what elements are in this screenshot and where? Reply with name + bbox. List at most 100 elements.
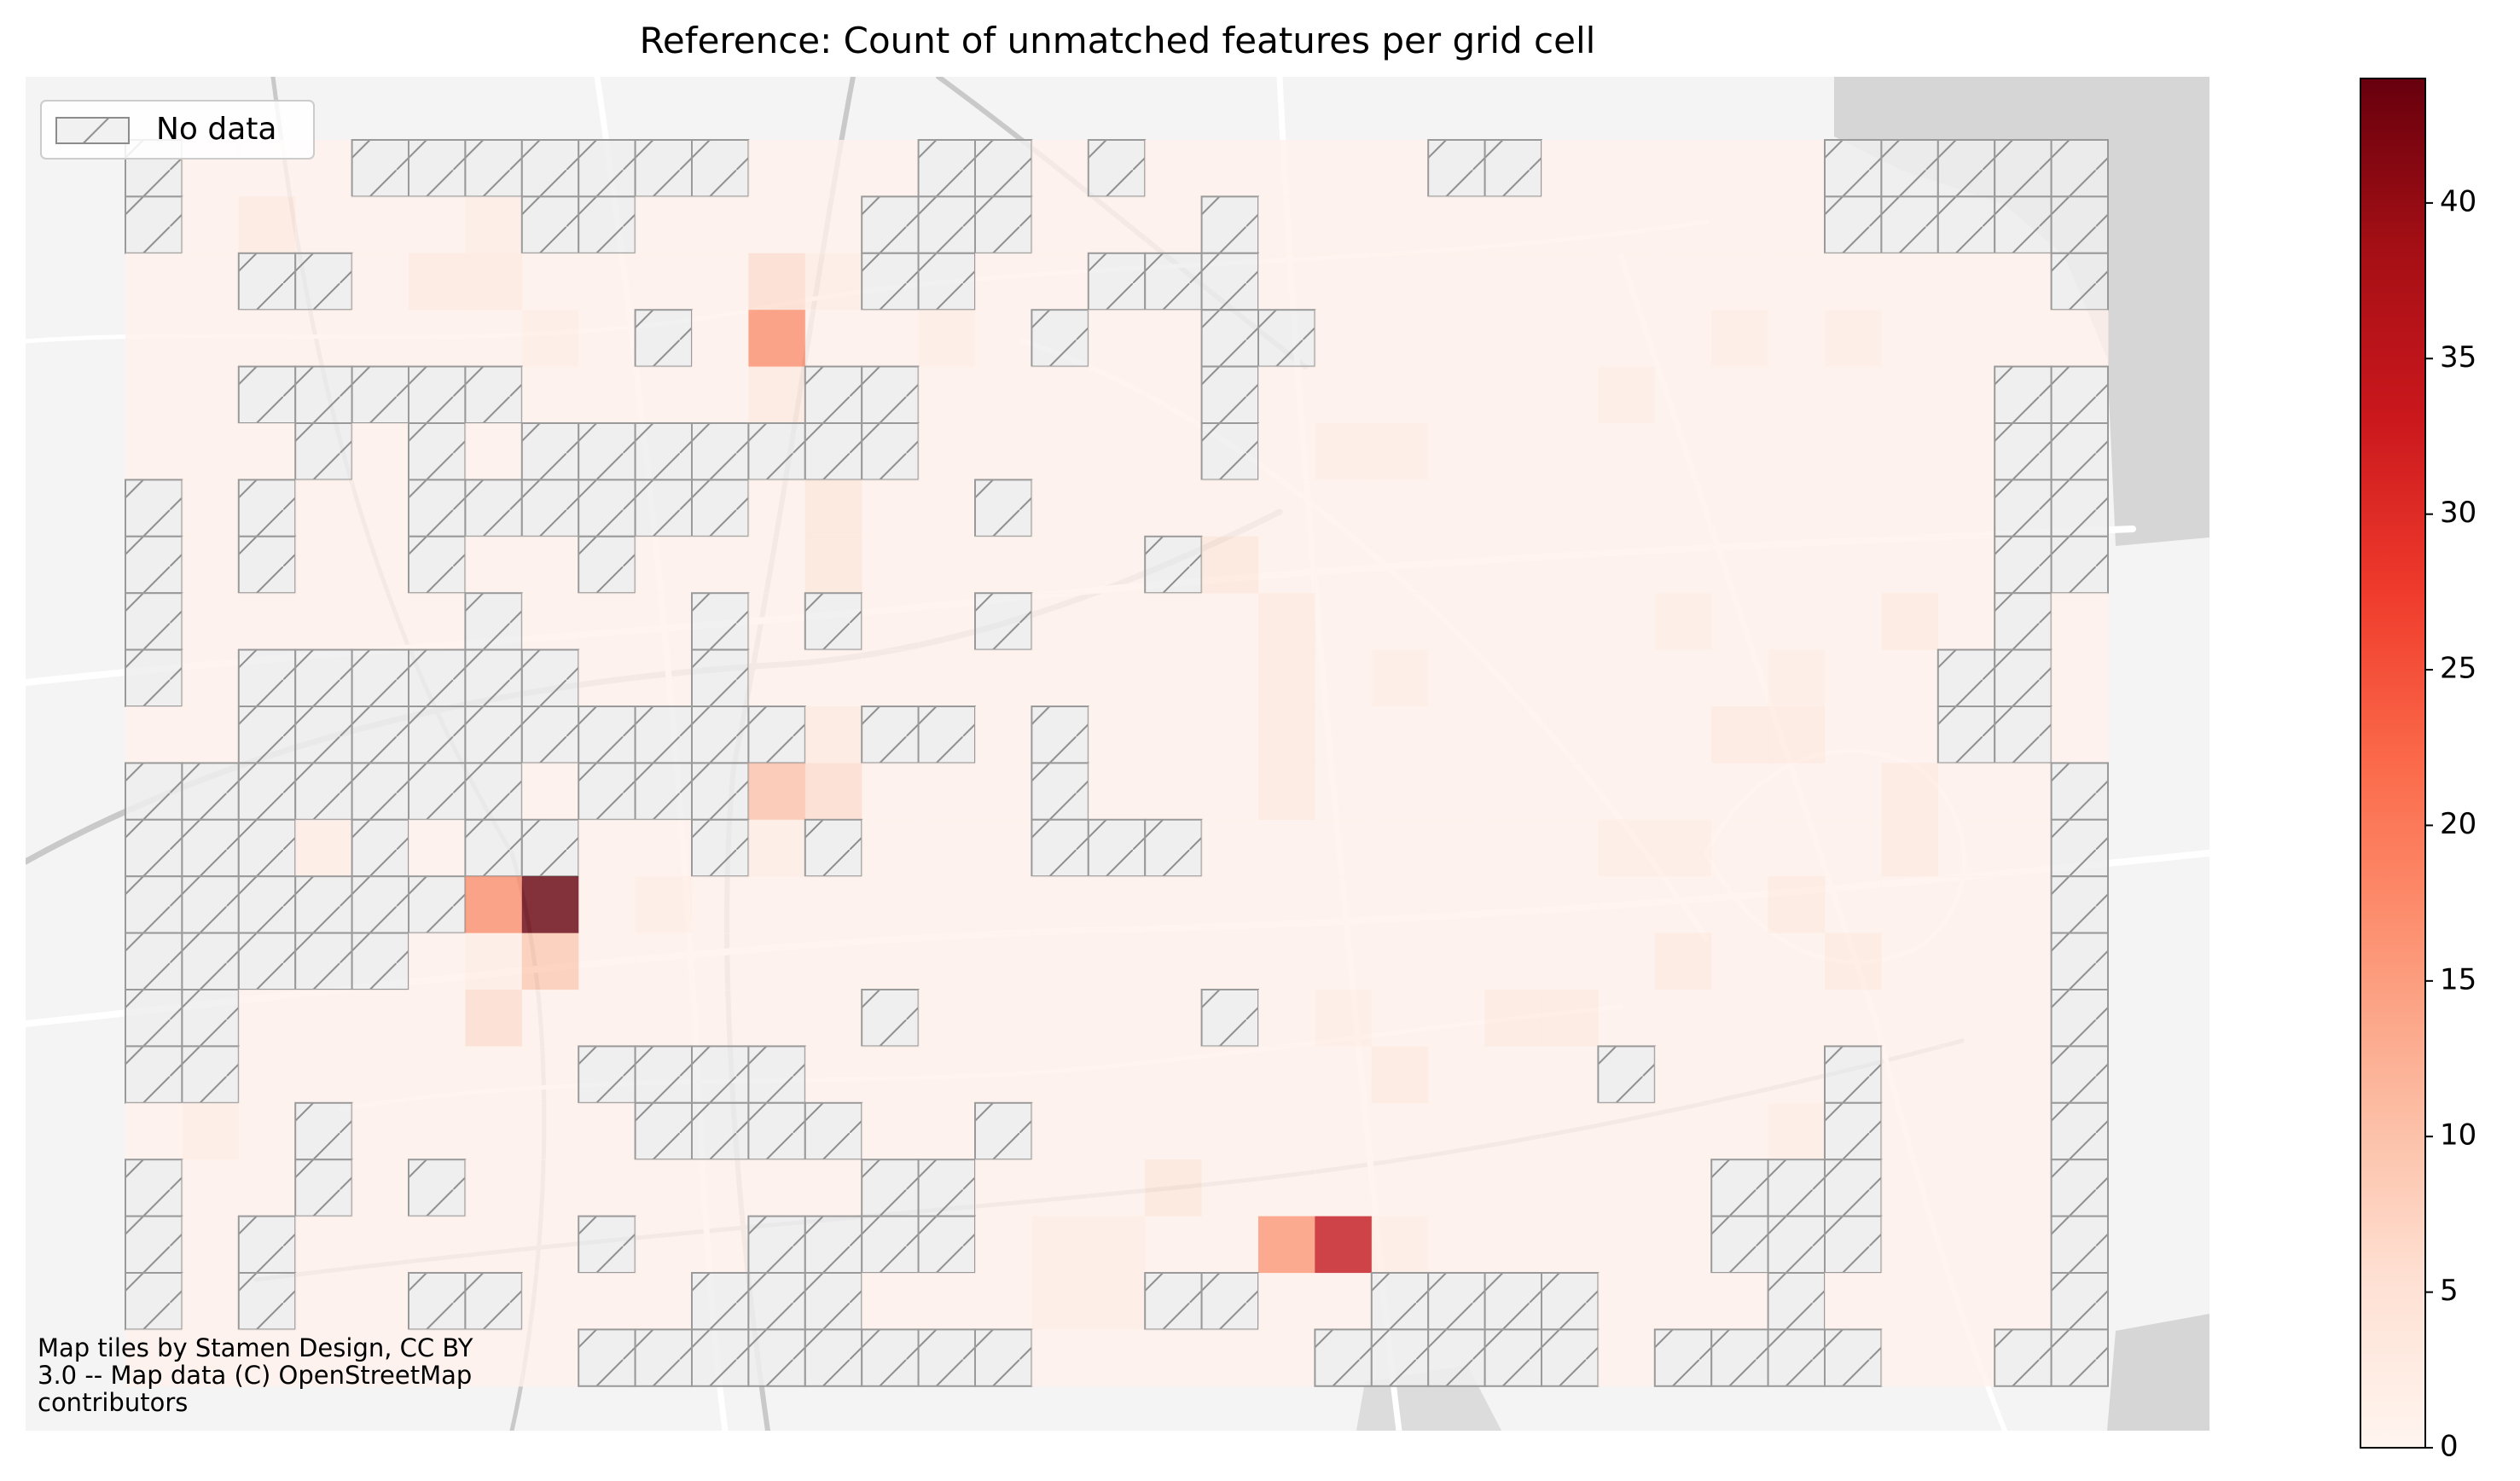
colorbar-tick-label: 10	[2440, 1118, 2476, 1153]
cell	[351, 1273, 409, 1330]
cell	[1711, 649, 1769, 707]
cell	[465, 536, 523, 594]
cell	[692, 1159, 749, 1217]
no-data-cell	[125, 479, 183, 537]
no-data-cell	[294, 648, 353, 707]
cell	[1371, 763, 1429, 821]
cell	[1711, 253, 1769, 311]
no-data-cell	[917, 1328, 976, 1387]
cell	[804, 649, 862, 707]
cell	[1881, 1216, 1939, 1274]
cell	[1542, 253, 1599, 311]
cell	[804, 253, 862, 311]
cell	[1825, 990, 1882, 1047]
cell	[409, 310, 466, 368]
cell	[1315, 932, 1373, 990]
no-data-cell	[294, 875, 353, 934]
no-data-cell	[1994, 535, 2053, 595]
cell	[1768, 932, 1826, 990]
cell	[1711, 479, 1769, 537]
cell	[1711, 593, 1769, 651]
cell	[1145, 310, 1203, 368]
cell	[692, 876, 749, 934]
no-data-cell	[520, 195, 580, 254]
cell	[1711, 876, 1769, 934]
cell	[692, 196, 749, 254]
no-data-cell	[464, 365, 523, 425]
no-data-cell	[861, 195, 920, 254]
cell	[1258, 819, 1315, 877]
cell	[1598, 763, 1656, 821]
no-data-cell	[1880, 195, 1939, 254]
no-data-cell	[237, 252, 297, 311]
no-data-cell	[294, 422, 353, 481]
cell	[465, 1329, 523, 1387]
cell	[182, 253, 240, 311]
cell	[1315, 366, 1373, 424]
cell	[182, 536, 240, 594]
no-data-cell	[804, 592, 863, 651]
cell	[1484, 706, 1542, 764]
cell	[748, 1159, 806, 1217]
no-data-cell	[237, 365, 297, 425]
no-data-cell	[578, 195, 636, 254]
cell	[1995, 1046, 2053, 1104]
cell	[1937, 536, 1995, 594]
no-data-cell	[2050, 1215, 2110, 1274]
no-data-cell	[408, 365, 467, 425]
cell	[1428, 763, 1486, 821]
cell	[578, 253, 636, 311]
no-data-cell	[691, 1272, 750, 1331]
no-data-cell	[2050, 818, 2110, 878]
cell	[1542, 763, 1599, 821]
cell	[521, 1102, 579, 1160]
cell	[1825, 649, 1882, 707]
no-data-cell	[1200, 309, 1259, 368]
cell	[692, 1216, 749, 1274]
cell	[1937, 593, 1995, 651]
cell	[1711, 706, 1769, 764]
cell	[1031, 196, 1089, 254]
no-data-cell	[691, 818, 750, 878]
colorbar-tick-label: 15	[2440, 962, 2476, 996]
no-data-cell	[634, 1045, 693, 1104]
no-data-cell	[1200, 195, 1259, 254]
cell	[975, 763, 1032, 821]
cell	[748, 990, 806, 1047]
no-data-cell	[747, 1101, 806, 1161]
cell	[692, 932, 749, 990]
no-data-cell	[1031, 818, 1089, 878]
cell	[351, 253, 409, 311]
no-data-cell	[237, 818, 297, 878]
cell	[1428, 1102, 1486, 1160]
cell	[1937, 253, 1995, 311]
cell	[1145, 1216, 1203, 1274]
cell	[578, 819, 636, 877]
cell	[1201, 706, 1259, 764]
cell	[1088, 310, 1146, 368]
no-data-cell	[691, 1045, 750, 1104]
cell	[862, 932, 920, 990]
cell	[1371, 593, 1429, 651]
no-data-cell	[408, 875, 467, 934]
cell	[1371, 310, 1429, 368]
no-data-cell	[294, 365, 353, 425]
no-data-cell	[2050, 1159, 2110, 1217]
no-data-cell	[2050, 422, 2110, 481]
attribution-line: 3.0 -- Map data (C) OpenStreetMap	[38, 1361, 472, 1390]
no-data-cell	[1200, 422, 1259, 481]
cell	[1258, 876, 1315, 934]
cell	[1825, 536, 1882, 594]
no-data-cell	[464, 648, 523, 707]
no-data-cell	[1370, 1328, 1430, 1387]
no-data-cell	[237, 479, 297, 537]
cell	[804, 1159, 862, 1217]
no-data-cell	[294, 932, 353, 990]
no-data-cell	[181, 762, 240, 821]
cell	[521, 876, 579, 934]
cell	[975, 1159, 1032, 1217]
no-data-cell	[294, 706, 353, 764]
no-data-cell	[1484, 139, 1542, 198]
no-data-cell	[691, 648, 750, 707]
cell	[125, 366, 183, 424]
